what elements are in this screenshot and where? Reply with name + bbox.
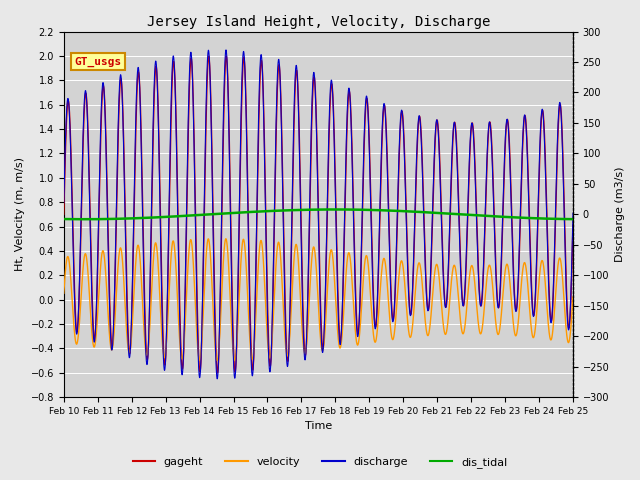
Y-axis label: Ht, Velocity (m, m/s): Ht, Velocity (m, m/s) [15,157,25,271]
Title: Jersey Island Height, Velocity, Discharge: Jersey Island Height, Velocity, Discharg… [147,15,490,29]
Y-axis label: Discharge (m3/s): Discharge (m3/s) [615,167,625,262]
Text: GT_usgs: GT_usgs [74,57,121,67]
Legend: gageht, velocity, discharge, dis_tidal: gageht, velocity, discharge, dis_tidal [128,452,512,472]
X-axis label: Time: Time [305,421,332,432]
